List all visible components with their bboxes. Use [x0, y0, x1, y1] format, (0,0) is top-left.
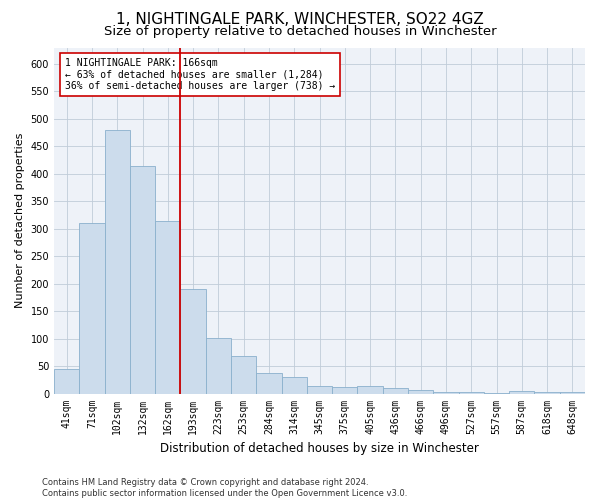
Bar: [130, 166, 155, 394]
Bar: [509, 391, 535, 394]
Bar: [155, 220, 181, 394]
Bar: [79, 224, 104, 394]
Bar: [408, 390, 433, 394]
Bar: [484, 393, 509, 394]
Bar: [433, 392, 458, 394]
Bar: [332, 387, 358, 394]
Text: Size of property relative to detached houses in Winchester: Size of property relative to detached ho…: [104, 25, 496, 38]
Text: 1 NIGHTINGALE PARK: 166sqm
← 63% of detached houses are smaller (1,284)
36% of s: 1 NIGHTINGALE PARK: 166sqm ← 63% of deta…: [65, 58, 335, 91]
Bar: [206, 338, 231, 394]
X-axis label: Distribution of detached houses by size in Winchester: Distribution of detached houses by size …: [160, 442, 479, 455]
Y-axis label: Number of detached properties: Number of detached properties: [15, 133, 25, 308]
Text: 1, NIGHTINGALE PARK, WINCHESTER, SO22 4GZ: 1, NIGHTINGALE PARK, WINCHESTER, SO22 4G…: [116, 12, 484, 28]
Bar: [54, 369, 79, 394]
Bar: [358, 386, 383, 394]
Bar: [256, 373, 281, 394]
Bar: [231, 356, 256, 394]
Bar: [458, 392, 484, 394]
Text: Contains HM Land Registry data © Crown copyright and database right 2024.
Contai: Contains HM Land Registry data © Crown c…: [42, 478, 407, 498]
Bar: [560, 392, 585, 394]
Bar: [307, 386, 332, 394]
Bar: [383, 388, 408, 394]
Bar: [104, 130, 130, 394]
Bar: [281, 377, 307, 394]
Bar: [181, 289, 206, 394]
Bar: [535, 392, 560, 394]
